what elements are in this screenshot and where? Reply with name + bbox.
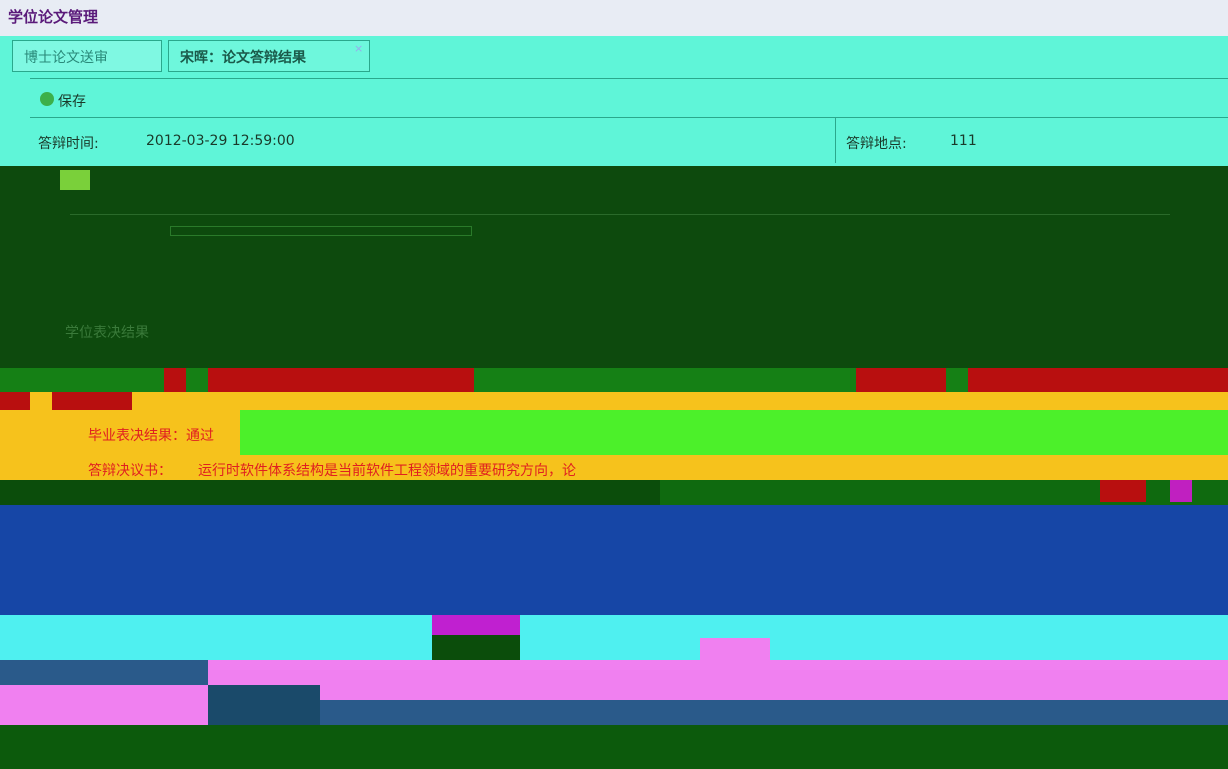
tab[interactable]: [12, 40, 162, 72]
glitch-block: [1170, 480, 1192, 502]
vote-result: 毕业表决结果：通过: [88, 428, 214, 444]
glitch-band: [0, 392, 1228, 410]
tab[interactable]: [168, 40, 370, 72]
glitch-block: [520, 615, 1228, 660]
glitch-block: [52, 392, 132, 410]
glitch-block: [0, 615, 432, 660]
glitch-block: [320, 700, 1228, 725]
glitch-band: [0, 725, 1228, 769]
save-button[interactable]: 保存: [58, 94, 86, 110]
glitch-area: [0, 505, 1228, 615]
form-value: 2012-03-29 12:59:00: [146, 133, 295, 149]
resolution-text: 运行时软件体系结构是当前软件工程领域的重要研究方向，论: [198, 463, 576, 479]
glitch-block: [164, 368, 186, 392]
glitch-block: [968, 368, 1228, 392]
glitch-block: [208, 368, 474, 392]
glitch-block: [170, 226, 472, 236]
glitch-area: [0, 166, 1228, 370]
resolution-label: 答辩决议书：: [88, 463, 172, 479]
page-title: 学位论文管理: [8, 8, 99, 26]
divider: [30, 78, 1228, 79]
glitch-block: [0, 392, 30, 410]
glitch-block: [240, 410, 1228, 455]
form-label: 答辩时间:: [38, 136, 99, 152]
glitch-line: [70, 214, 1170, 215]
glitch-block: [432, 615, 520, 635]
section-label: 学位表决结果: [65, 325, 149, 341]
glitch-band: [0, 455, 1228, 480]
tab-close[interactable]: ×: [354, 42, 364, 55]
header-bar: [0, 0, 1228, 36]
form-value: 111: [950, 133, 977, 149]
glitch-block: [856, 368, 946, 392]
save-icon[interactable]: [40, 92, 54, 106]
glitch-block: [700, 638, 770, 660]
tab-label[interactable]: 宋晖：论文答辩结果: [180, 50, 306, 66]
divider: [30, 117, 1228, 118]
glitch-block: [208, 685, 320, 725]
glitch-block: [1100, 480, 1146, 502]
glitch-block: [0, 660, 208, 685]
tab-label[interactable]: 博士论文送审: [24, 50, 108, 66]
glitch-block: [60, 170, 90, 190]
divider: [835, 118, 836, 163]
form-label: 答辩地点:: [846, 136, 907, 152]
